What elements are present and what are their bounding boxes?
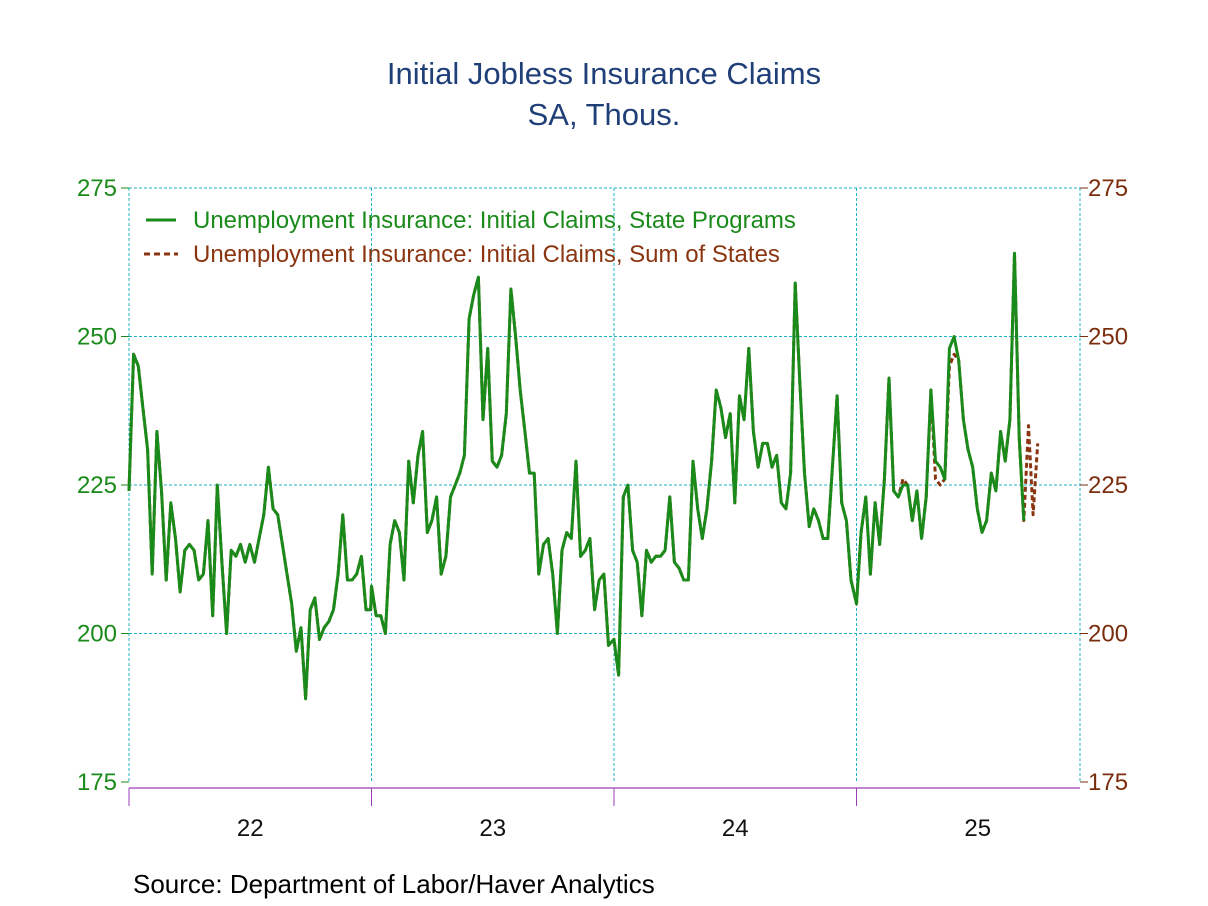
axes: 175 175 200 200 225 225 250 250 275 275 22 23 24 25 bbox=[77, 175, 1128, 842]
y-tick-label-right: 175 bbox=[1088, 769, 1128, 796]
y-tick-label-right: 250 bbox=[1088, 324, 1128, 351]
y-tick-label-left: 200 bbox=[77, 621, 117, 648]
source-note: Source: Department of Labor/Haver Analyt… bbox=[133, 869, 655, 899]
y-tick-label-left: 225 bbox=[77, 472, 117, 499]
y-tick-label-right: 225 bbox=[1088, 472, 1128, 499]
x-tick-label: 24 bbox=[722, 815, 749, 842]
y-tick-label-right: 275 bbox=[1088, 175, 1128, 202]
series-line-state-programs bbox=[127, 251, 1026, 701]
x-tick-label: 22 bbox=[237, 815, 264, 842]
x-tick-label: 23 bbox=[479, 815, 506, 842]
chart-title: Initial Jobless Insurance Claims bbox=[387, 56, 821, 91]
chart-subtitle: SA, Thous. bbox=[528, 97, 681, 132]
x-tick-label: 25 bbox=[964, 815, 991, 842]
y-tick-label-left: 175 bbox=[77, 769, 117, 796]
legend: Unemployment Insurance: Initial Claims, … bbox=[144, 207, 796, 268]
y-tick-label-left: 275 bbox=[77, 175, 117, 202]
y-tick-label-right: 200 bbox=[1088, 621, 1128, 648]
legend-label-state-programs: Unemployment Insurance: Initial Claims, … bbox=[193, 207, 796, 234]
legend-label-sum-of-states: Unemployment Insurance: Initial Claims, … bbox=[193, 241, 780, 268]
series-lines bbox=[127, 251, 1040, 701]
series-line-sum-of-states bbox=[127, 251, 1040, 701]
y-tick-label-left: 250 bbox=[77, 324, 117, 351]
